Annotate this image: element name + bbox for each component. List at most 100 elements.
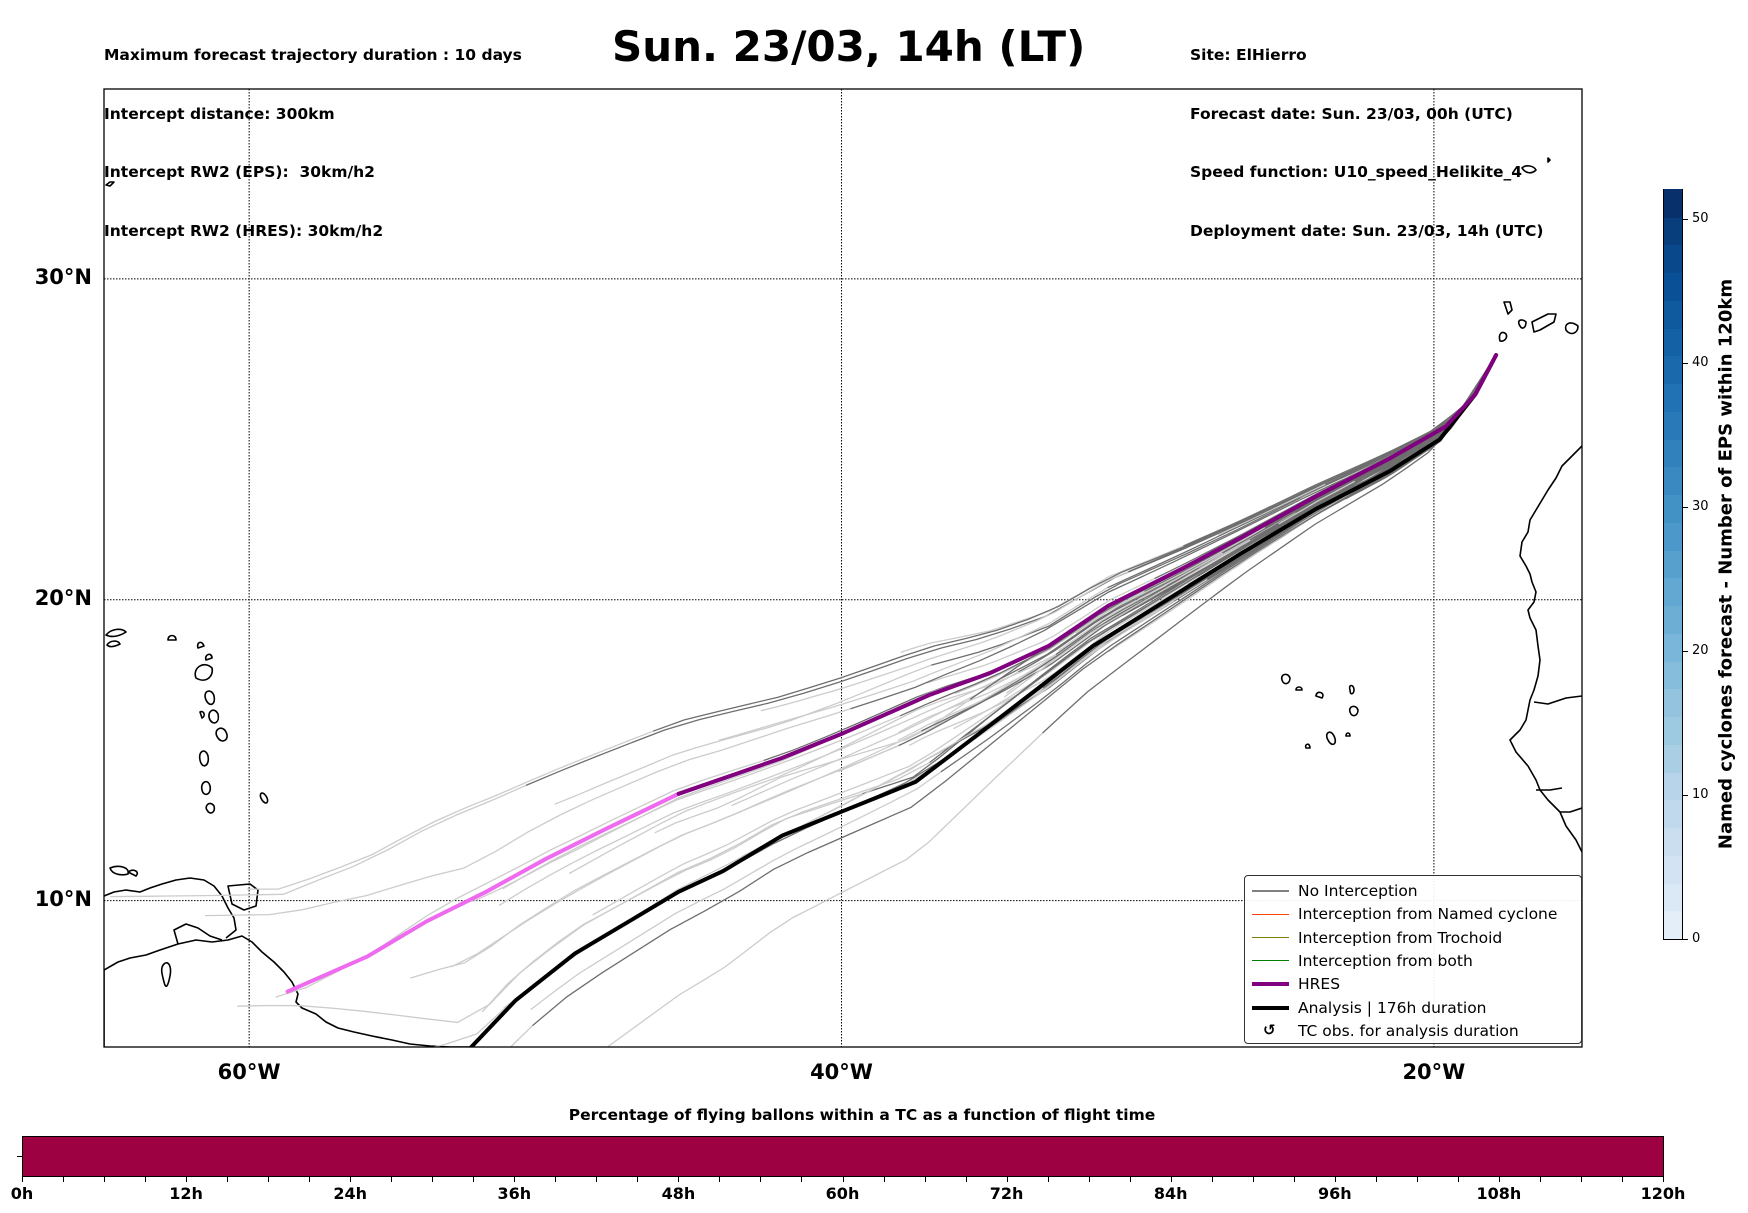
coastline-shape [104, 877, 237, 939]
ensemble-member-landed [247, 730, 654, 890]
colorbar-tick-label: 10 [1692, 786, 1709, 802]
flight-time-tick-label: 36h [497, 1184, 532, 1203]
coastline-shape [227, 883, 259, 911]
ensemble-member-flying [931, 354, 1497, 666]
ensemble-member-landed [410, 745, 900, 979]
ensemble-member-landed [718, 587, 1108, 741]
flight-time-tick-label: 24h [333, 1184, 368, 1203]
legend-label: Interception from Trochoid [1298, 928, 1503, 947]
legend-label: Analysis | 176h duration [1298, 998, 1487, 1017]
legend-label: Interception from both [1298, 951, 1473, 970]
ensemble-member-landed [530, 771, 942, 1011]
coastline-shape [215, 727, 228, 742]
colorbar-segment [1664, 882, 1682, 912]
colorbar-tick-label: 30 [1692, 498, 1709, 514]
coastline-shape [1325, 731, 1337, 746]
legend-item: Interception from Trochoid [1245, 927, 1581, 950]
coastline-shape [1509, 445, 1582, 853]
ensemble-member-landed [110, 784, 527, 898]
lon-label: 40°W [810, 1060, 873, 1084]
legend-item: No Interception [1245, 880, 1581, 903]
ensemble-member-flying [1392, 354, 1497, 455]
coastline-shape [1521, 165, 1537, 174]
legend-label: HRES [1298, 975, 1341, 994]
flight-time-tick [1498, 1177, 1500, 1182]
ensemble-member-landed [498, 679, 998, 906]
colorbar-title: Named cyclones forecast - Number of EPS … [1715, 278, 1737, 850]
colorbar-tick [1683, 650, 1688, 652]
ensemble-member-flying [1128, 354, 1497, 573]
flight-time-tick [1416, 1177, 1418, 1182]
legend-line-swatch [1252, 1005, 1289, 1010]
coastline-shape [1498, 331, 1508, 342]
coastline-shape [173, 923, 223, 945]
colorbar-segment [1664, 910, 1682, 939]
legend-label: TC obs. for analysis duration [1298, 1021, 1519, 1040]
flight-time-tick [842, 1177, 844, 1182]
ensemble-member-flying [1336, 354, 1497, 479]
ensemble-member-landed [1075, 526, 1266, 634]
colorbar-tick-label: 50 [1692, 210, 1709, 226]
ensemble-member-flying [1042, 354, 1497, 734]
flight-time-tick [596, 1177, 598, 1182]
flight-time-tick [1047, 1177, 1049, 1182]
flight-time-tick [1580, 1177, 1582, 1182]
colorbar-segment [1664, 439, 1682, 468]
lat-label: 10°N [34, 886, 92, 911]
ensemble-member-flying [1183, 354, 1497, 547]
legend-line-swatch [1252, 960, 1289, 962]
map-frame [103, 88, 1583, 1048]
ensemble-member-flying [1395, 354, 1497, 455]
flight-time-tick-label: 12h [169, 1184, 203, 1203]
colorbar-segment [1664, 827, 1682, 856]
legend-item: ↺ TC obs. for analysis duration [1245, 1020, 1581, 1043]
colorbar-segment [1664, 411, 1682, 440]
colorbar-tick [1683, 362, 1688, 364]
cyclone-colorbar [1663, 189, 1683, 940]
deployment-date: Deployment date: Sun. 23/03, 14h (UTC) [1190, 221, 1544, 240]
ensemble-member-flying [1144, 354, 1497, 593]
flight-time-tick [1457, 1177, 1459, 1182]
colorbar-segment [1664, 716, 1682, 745]
ensemble-member-landed [606, 732, 1044, 1047]
legend-item: Interception from both [1245, 950, 1581, 973]
coastline-shape [106, 640, 121, 648]
forecast-parameters: Maximum forecast trajectory duration : 1… [104, 7, 522, 261]
colorbar-segment [1664, 272, 1682, 301]
colorbar-segment [1664, 328, 1682, 357]
coastline-shape [1348, 684, 1355, 695]
coastline-shape [105, 628, 127, 638]
ensemble-member-landed [237, 761, 930, 1024]
flight-time-tick [186, 1177, 188, 1182]
ensemble-member-landed [993, 578, 1208, 722]
param-rw2-hres: Intercept RW2 (HRES): 30km/h2 [104, 221, 384, 240]
main-trajectories [285, 353, 1499, 1047]
colorbar-segment [1664, 771, 1682, 801]
lat-label: 20°N [34, 585, 92, 610]
param-duration: Maximum forecast trajectory duration : 1… [104, 46, 522, 64]
flight-time-tick-label: 0h [10, 1184, 34, 1203]
flight-time-tick [883, 1177, 885, 1182]
flight-time-tick [1539, 1177, 1541, 1182]
coastline-shape [109, 865, 130, 876]
colorbar-segment [1664, 244, 1682, 274]
coastline-shape [1547, 157, 1551, 163]
ensemble-member-landed [1278, 480, 1356, 525]
ensemble-member-landed [731, 671, 1019, 807]
param-intercept-distance: Intercept distance: 300km [104, 104, 335, 123]
colorbar-segment [1664, 300, 1682, 329]
coastline-shape [1295, 686, 1303, 691]
ensemble-member-flying [958, 354, 1497, 684]
colorbar-tick-label: 20 [1692, 642, 1709, 658]
ensemble-member-flying [525, 354, 1497, 786]
ensemble-member-flying [1264, 354, 1497, 528]
legend-line-swatch [1252, 913, 1289, 915]
colorbar-tick-label: 0 [1692, 931, 1701, 946]
colorbar-segment [1664, 605, 1682, 634]
legend-item: HRES [1245, 973, 1581, 996]
ensemble-member-landed [908, 584, 1189, 746]
flight-time-tick [637, 1177, 639, 1182]
flight-time-tick-label: 48h [661, 1184, 696, 1203]
coastline-shape [127, 869, 139, 877]
